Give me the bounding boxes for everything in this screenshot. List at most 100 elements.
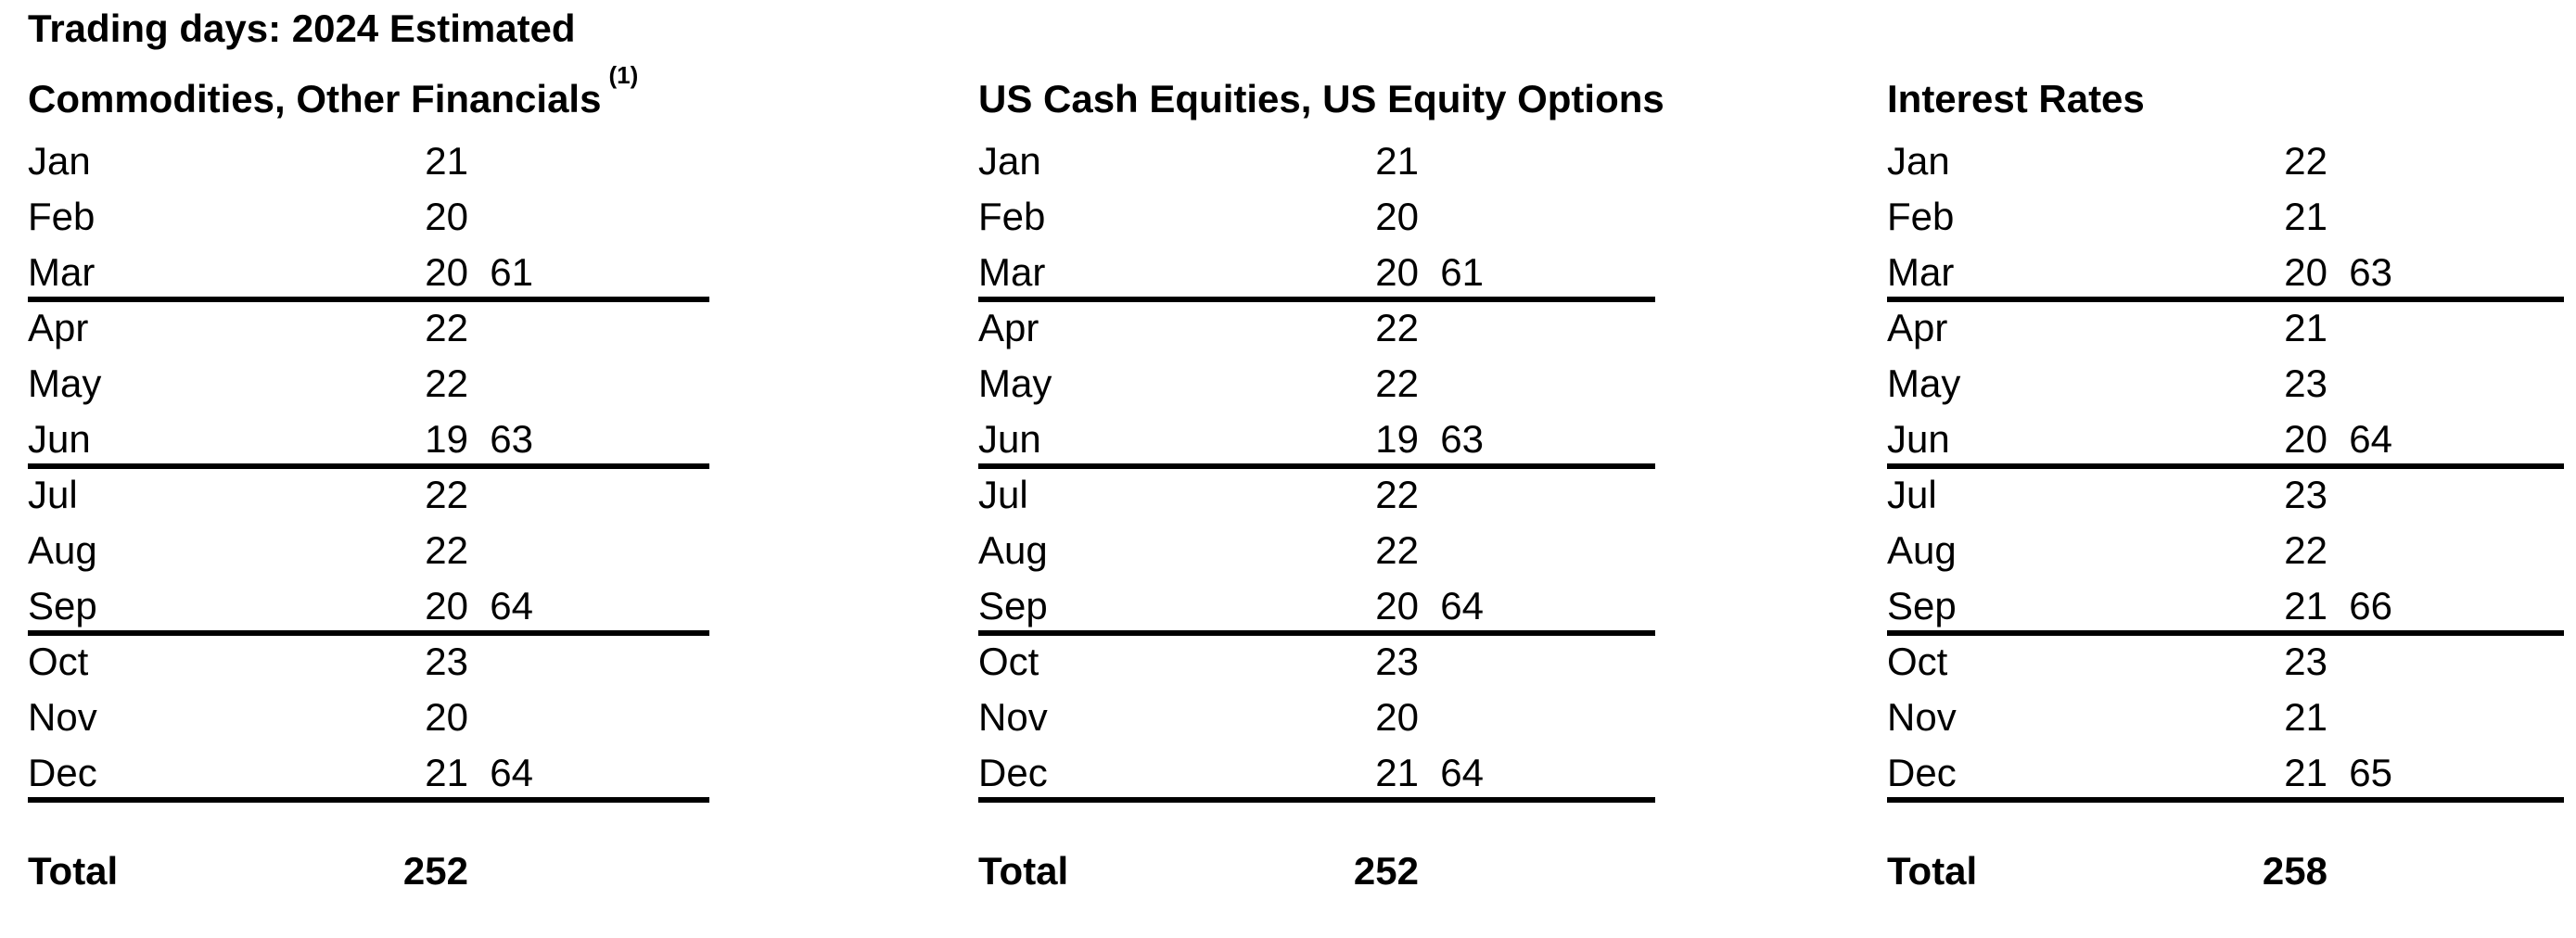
total-value: 258: [2262, 849, 2327, 893]
month-row: Mar 20 63: [1887, 245, 2564, 300]
month-row: May 22: [978, 356, 1655, 412]
quarter-total-value: [2327, 523, 2392, 578]
month-row: Nov 20: [28, 690, 709, 745]
days-value: 21: [2284, 195, 2327, 238]
quarter-total-value: [2327, 467, 2392, 523]
row-filler: [2392, 300, 2564, 356]
row-filler: [533, 690, 709, 745]
month-row: Jun 20 64: [1887, 412, 2564, 467]
table-title-text: Interest Rates: [1887, 77, 2145, 120]
total-row-interest-rates: Total 258: [1887, 843, 2564, 899]
month-label: Oct: [1887, 640, 1948, 683]
row-filler: [533, 300, 709, 356]
month-label: Jul: [1887, 473, 1937, 516]
row-filler: [1484, 578, 1655, 634]
table-title-text: US Cash Equities, US Equity Options: [978, 77, 1664, 120]
days-value: 22: [425, 306, 468, 349]
days-value: 20: [1375, 695, 1419, 739]
month-label: Feb: [28, 195, 96, 238]
month-row: Aug 22: [28, 523, 709, 578]
month-row: Feb 21: [1887, 189, 2564, 245]
quarter-total-value: [1419, 189, 1484, 245]
quarter-total-value: [2327, 189, 2392, 245]
days-value: 22: [2284, 528, 2327, 572]
table-header-us-cash-equities: US Cash Equities, US Equity Options: [978, 6, 1664, 130]
quarter-total-value: [468, 300, 533, 356]
days-value: 20: [1375, 250, 1419, 294]
month-label: May: [978, 361, 1052, 405]
row-filler: [1484, 133, 1655, 189]
table-title-line1: Trading days: 2024 Estimated: [28, 6, 576, 50]
quarter-total-value: 64: [2349, 417, 2392, 461]
quarter-total-value: [1419, 467, 1484, 523]
quarter-divider-rule: [28, 463, 709, 469]
row-filler: [2392, 467, 2564, 523]
quarter-total-value: 61: [1440, 250, 1484, 294]
month-label: Apr: [1887, 306, 1948, 349]
row-filler: [533, 412, 709, 467]
month-label: Mar: [28, 250, 96, 294]
quarter-total-value: 64: [1440, 584, 1484, 627]
month-row: Oct 23: [28, 634, 709, 690]
row-filler: [1484, 745, 1655, 801]
month-rows-us-cash-equities: Jan 21 Feb 20 Mar 20 61 Apr 22 May 22 Jun 19 63 Jul 22 A…: [978, 133, 1655, 803]
quarter-divider-rule: [28, 630, 709, 636]
total-filler: [2392, 843, 2564, 899]
month-row: Jun 19 63: [978, 412, 1655, 467]
total-row-us-cash-equities: Total 252: [978, 843, 1655, 899]
row-filler: [1484, 523, 1655, 578]
row-filler: [2392, 412, 2564, 467]
quarter-total-value: [1419, 356, 1484, 412]
total-row-commodities: Total 252: [28, 843, 709, 899]
quarter-total-value: [468, 467, 533, 523]
quarter-total-value: [1419, 523, 1484, 578]
row-filler: [533, 523, 709, 578]
month-label: Nov: [978, 695, 1048, 739]
row-filler: [1484, 189, 1655, 245]
month-row: Mar 20 61: [28, 245, 709, 300]
days-value: 21: [1375, 751, 1419, 794]
total-label: Total: [978, 849, 1069, 893]
month-label: Jun: [28, 417, 91, 461]
row-filler: [533, 356, 709, 412]
quarter-total-value: [2327, 690, 2392, 745]
month-row: Mar 20 61: [978, 245, 1655, 300]
month-row: Dec 21 65: [1887, 745, 2564, 801]
quarter-divider-rule: [978, 630, 1655, 636]
month-label: Aug: [978, 528, 1048, 572]
days-value: 21: [2284, 695, 2327, 739]
month-rows-interest-rates: Jan 22 Feb 21 Mar 20 63 Apr 21 May 23 Jun 20 64 Jul 23 A…: [1887, 133, 2564, 803]
month-row: Sep 20 64: [978, 578, 1655, 634]
quarter-total-value: 64: [1440, 751, 1484, 794]
month-label: Sep: [1887, 584, 1957, 627]
row-filler: [533, 189, 709, 245]
days-value: 22: [1375, 361, 1419, 405]
month-label: Oct: [28, 640, 89, 683]
quarter-total-value: [468, 356, 533, 412]
table-title-text: Commodities, Other Financials: [28, 77, 602, 120]
days-value: 20: [425, 195, 468, 238]
month-row: Oct 23: [978, 634, 1655, 690]
month-label: Nov: [28, 695, 97, 739]
days-value: 23: [2284, 640, 2327, 683]
month-label: Jun: [978, 417, 1041, 461]
row-filler: [1484, 412, 1655, 467]
table-title-line2: Commodities, Other Financials(1): [28, 59, 709, 130]
month-row: Sep 20 64: [28, 578, 709, 634]
quarter-total-value: [2327, 356, 2392, 412]
quarter-divider-rule: [28, 297, 709, 302]
month-row: Oct 23: [1887, 634, 2564, 690]
row-filler: [2392, 745, 2564, 801]
month-rows-commodities: Jan 21 Feb 20 Mar 20 61 Apr 22 May 22 Jun 19 63 Jul 22 A…: [28, 133, 709, 803]
quarter-total-value: 66: [2349, 584, 2392, 627]
month-row: Feb 20: [28, 189, 709, 245]
quarter-total-value: [2327, 133, 2392, 189]
total-value: 252: [402, 849, 468, 893]
month-label: Feb: [1887, 195, 1955, 238]
days-value: 22: [425, 361, 468, 405]
month-label: Jan: [28, 139, 91, 183]
quarter-total-value: [468, 690, 533, 745]
row-filler: [2392, 578, 2564, 634]
row-filler: [533, 634, 709, 690]
quarter-total-value: 61: [490, 250, 533, 294]
